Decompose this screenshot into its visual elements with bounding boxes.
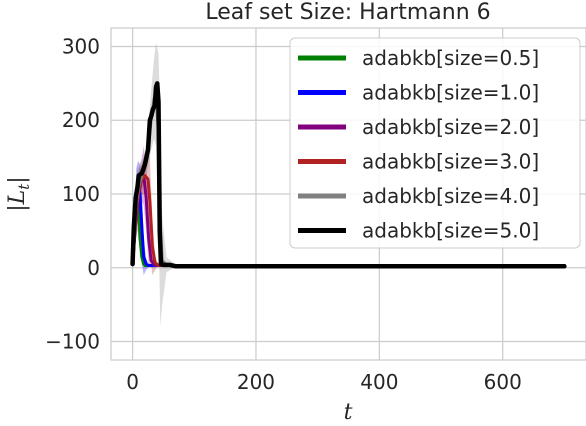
series-line-5 xyxy=(130,81,567,269)
legend-label-2: adabkb[size=2.0] xyxy=(362,115,539,139)
x-tick-label: 0 xyxy=(126,370,139,394)
tick-labels: 0 200 400 600 −100 0 100 200 300 xyxy=(45,34,522,394)
x-tick-label: 200 xyxy=(237,370,275,394)
legend-label-1: adabkb[size=1.0] xyxy=(362,81,539,105)
legend-label-3: adabkb[size=3.0] xyxy=(362,150,539,174)
y-tick-label: 200 xyxy=(62,108,100,132)
x-tick-label: 600 xyxy=(484,370,522,394)
y-tick-label: 100 xyxy=(62,182,100,206)
legend-label-0: adabkb[size=0.5] xyxy=(362,46,539,70)
y-axis-label-main: |L xyxy=(5,190,30,212)
y-axis-label-close: | xyxy=(5,176,30,183)
series-lines xyxy=(130,81,567,269)
y-tick-label: 0 xyxy=(87,256,100,280)
y-axis-label-subscript: t xyxy=(15,183,33,190)
x-tick-label: 400 xyxy=(360,370,398,394)
legend-box xyxy=(289,37,581,249)
legend-items: adabkb[size=0.5] adabkb[size=1.0] adabkb[s… xyxy=(298,46,539,243)
legend-label-5: adabkb[size=5.0] xyxy=(362,219,539,243)
chart-title: Leaf set Size: Hartmann 6 xyxy=(205,0,490,25)
y-tick-label: −100 xyxy=(45,330,100,354)
legend: adabkb[size=0.5] adabkb[size=1.0] adabkb[s… xyxy=(289,37,581,249)
legend-label-4: adabkb[size=4.0] xyxy=(362,184,539,208)
y-axis-label: |Lt| xyxy=(5,176,33,211)
x-axis-label: t xyxy=(344,400,353,425)
y-tick-label: 300 xyxy=(62,34,100,58)
